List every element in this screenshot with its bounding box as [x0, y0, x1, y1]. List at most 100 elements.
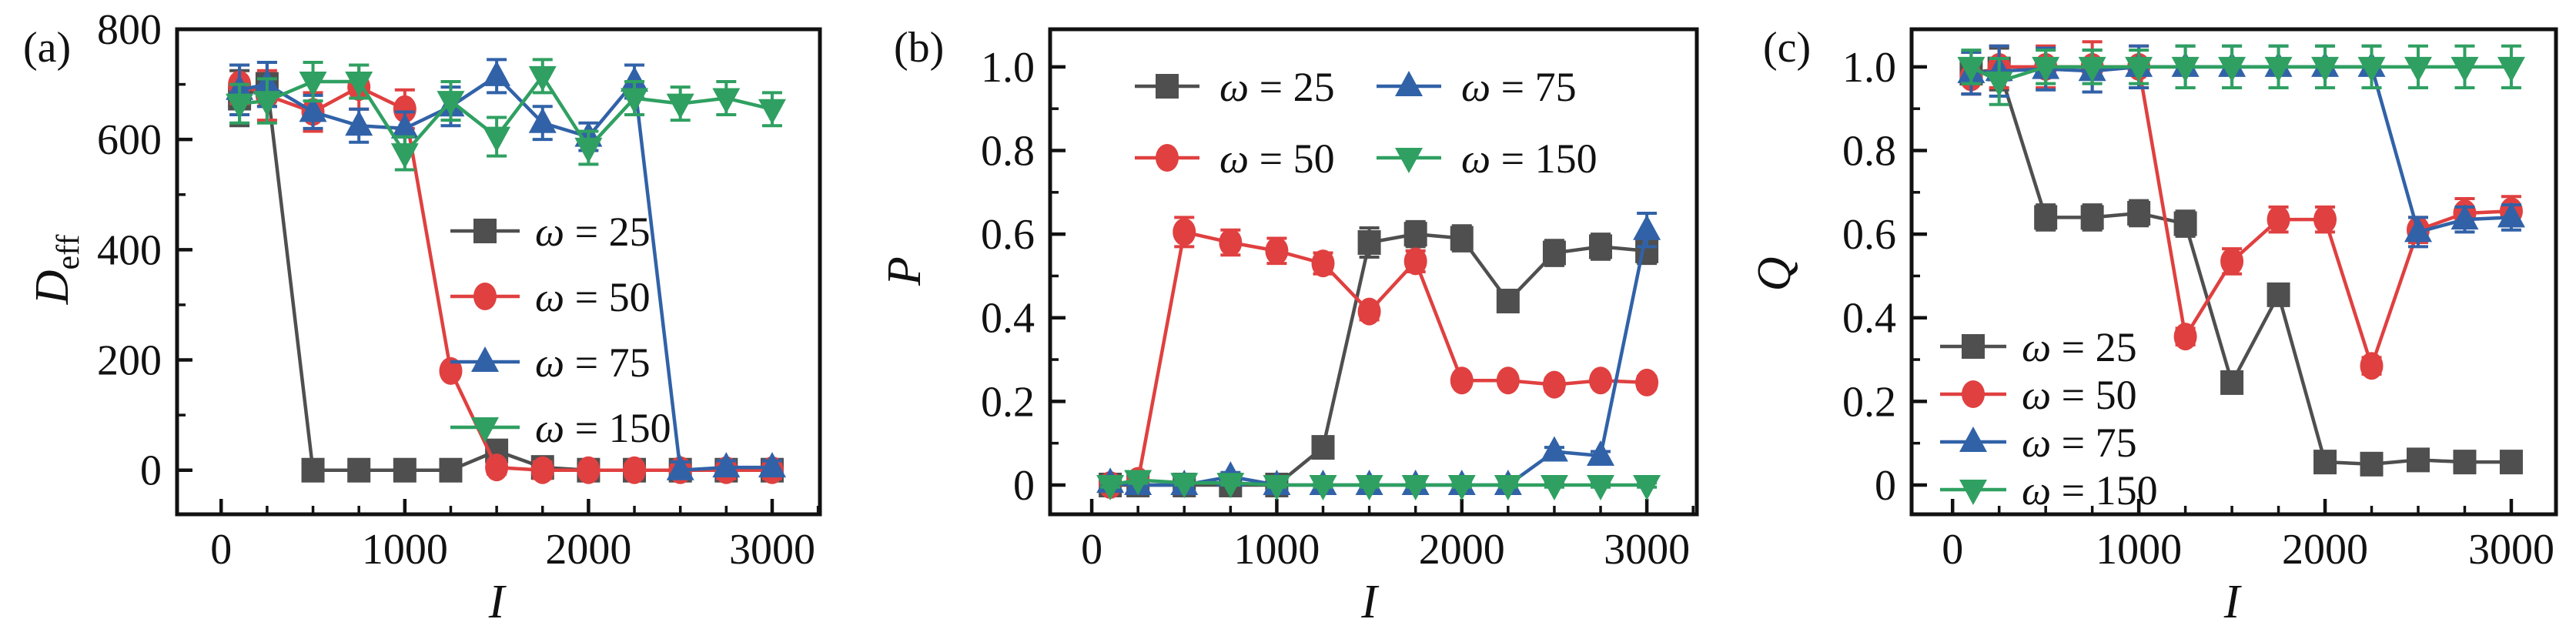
y-tick-label: 1.0 [981, 44, 1035, 92]
chart-p-vs-i: (b) P I 0 1000 2000 3000 0 0.2 0.4 0.6 0.8 1.0 ω = 25… [858, 0, 1717, 629]
x-tick-label: 1000 [2096, 526, 2182, 574]
triangle-down-marker [666, 93, 694, 119]
square-marker [2173, 211, 2197, 236]
triangle-up-marker [758, 452, 786, 478]
square-marker [473, 219, 497, 243]
triangle-up-marker [621, 66, 649, 92]
triangle-up-marker [1587, 440, 1615, 466]
legend: ω = 25ω = 50ω = 75ω = 150 [1940, 324, 2158, 514]
circle-marker [1357, 297, 1381, 326]
x-tick-label: 1000 [1233, 526, 1320, 574]
series-omega-omega-omega-omega-50 [1099, 216, 1659, 499]
square-marker [2499, 450, 2523, 475]
legend-label: ω = 50 [535, 274, 651, 320]
triangle-down-marker [1263, 474, 1291, 500]
triangle-down-marker [471, 417, 499, 443]
triangle-down-marker [299, 72, 327, 98]
triangle-down-marker [2497, 56, 2525, 82]
chart-deff-vs-i: (a) Deff I 0 1000 2000 3000 0 200 400 600 800 ω = 25… [0, 0, 858, 629]
plot-frame [1909, 27, 2558, 517]
circle-marker [485, 453, 509, 482]
triangle-down-marker [2311, 56, 2340, 82]
plot-frame [1048, 27, 1699, 517]
series-omega-omega-omega-omega-150 [1096, 470, 1661, 500]
triangle-down-marker [1170, 473, 1199, 499]
series-omega-omega-omega-omega-150 [226, 58, 786, 172]
square-marker [347, 457, 371, 483]
triangle-down-marker [1124, 470, 1153, 496]
x-tick-label: 3000 [729, 526, 815, 574]
triangle-down-marker [2032, 56, 2060, 82]
triangle-down-marker [345, 72, 373, 98]
triangle-down-marker [1957, 56, 1986, 82]
y-axis-title: Deff [26, 235, 86, 306]
square-marker [2127, 200, 2151, 226]
y-tick-label: 0.6 [981, 211, 1035, 259]
x-tick-label: 1000 [362, 526, 448, 574]
square-marker [2220, 370, 2244, 395]
circle-marker [1156, 144, 1179, 172]
triangle-down-marker [2357, 56, 2386, 82]
triangle-up-marker [1959, 427, 1987, 452]
triangle-down-marker [574, 137, 603, 163]
legend: ω = 25ω = 50ω = 75ω = 150 [1135, 64, 1597, 182]
y-tick-label: 0 [1013, 462, 1035, 510]
circle-marker [439, 356, 463, 385]
x-axis-title: I [488, 576, 507, 628]
triangle-up-marker [528, 107, 557, 133]
plot-frame [175, 27, 822, 517]
triangle-down-marker [390, 143, 419, 169]
circle-marker [530, 456, 554, 484]
triangle-down-marker [712, 88, 741, 114]
square-marker [1962, 334, 1985, 359]
square-marker [2360, 451, 2384, 477]
triangle-down-marker [1309, 474, 1337, 500]
square-marker [1403, 222, 1427, 247]
y-tick-label: 0 [1875, 462, 1896, 510]
circle-marker [1219, 228, 1243, 256]
circle-marker [2360, 352, 2384, 380]
triangle-down-marker [621, 88, 649, 114]
circle-marker [1962, 380, 1985, 408]
triangle-down-marker [437, 91, 465, 117]
triangle-down-marker [2078, 56, 2106, 82]
x-tick-label: 0 [210, 526, 232, 574]
square-marker [439, 457, 463, 483]
legend: ω = 25ω = 50ω = 75ω = 150 [450, 209, 671, 451]
legend-label: ω = 75 [2022, 420, 2137, 466]
triangle-up-marker [2451, 204, 2479, 230]
circle-marker [1542, 370, 1566, 399]
circle-marker [1311, 249, 1335, 278]
square-marker [2267, 282, 2290, 307]
square-marker [2406, 447, 2430, 473]
panel-label: (a) [23, 24, 71, 72]
circle-marker [473, 283, 497, 310]
circle-marker [577, 456, 601, 484]
circle-marker [1589, 366, 1613, 395]
square-marker [393, 457, 417, 483]
y-axis-title: Q [1748, 257, 1801, 292]
square-marker [1156, 74, 1179, 99]
x-tick-label: 2000 [1419, 526, 1505, 574]
panel-label: (b) [894, 24, 944, 72]
y-tick-label: 600 [97, 116, 162, 164]
triangle-down-marker [2264, 56, 2293, 82]
square-marker [2080, 205, 2104, 230]
triangle-down-marker [1355, 474, 1383, 500]
square-marker [1450, 226, 1474, 251]
y-axis-title: P [878, 256, 931, 286]
square-marker [1311, 435, 1335, 460]
circle-marker [1403, 247, 1427, 276]
legend-label: ω = 75 [1461, 64, 1577, 110]
triangle-up-marker [390, 112, 419, 139]
y-tick-label: 1.0 [1842, 44, 1896, 92]
circle-marker [2173, 323, 2197, 351]
y-tick-label: 800 [97, 6, 162, 54]
x-tick-label: 2000 [2282, 526, 2368, 574]
legend-label: ω = 50 [1219, 136, 1335, 182]
circle-marker [1173, 218, 1196, 246]
x-axis-title: I [1360, 576, 1380, 628]
panel-c: (c) Q I 0 1000 2000 3000 0 0.2 0.4 0.6 0.8 1.0 ω = 25… [1717, 0, 2576, 629]
triangle-down-marker [2404, 56, 2432, 82]
